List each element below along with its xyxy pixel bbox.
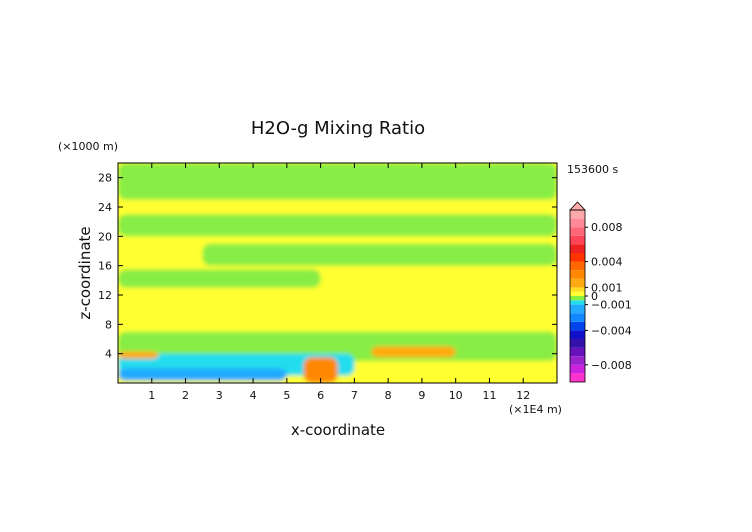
colorbar-swatch: [570, 235, 585, 245]
colorbar-swatch: [570, 253, 585, 262]
time-label: 153600 s: [567, 163, 618, 176]
y-tick-label: 4: [105, 348, 112, 361]
x-tick-label: 3: [216, 389, 223, 402]
x-tick-label: 5: [283, 389, 290, 402]
y-tick-label: 16: [98, 260, 112, 273]
colorbar-swatch: [570, 244, 585, 253]
y-axis: 4 8 12 16 20 24 28: [98, 172, 557, 361]
colorbar-swatch: [570, 313, 585, 322]
colorbar-swatch: [570, 300, 585, 305]
colorbar-tick-label: −0.008: [591, 359, 632, 372]
heatmap-region: [118, 163, 557, 200]
colorbar-tick-label: 0: [591, 290, 598, 303]
colorbar-swatch: [570, 287, 585, 292]
colorbar-swatch: [570, 210, 585, 219]
chart-title: H2O-g Mixing Ratio: [251, 118, 425, 139]
y-axis-label: z-coordinate: [76, 226, 94, 319]
x-tick-label: 11: [482, 389, 496, 402]
colorbar-swatch: [570, 330, 585, 339]
heatmap-region: [118, 368, 287, 381]
colorbar-swatch: [570, 356, 585, 365]
colorbar-swatch: [570, 304, 585, 314]
x-tick-label: 1: [148, 389, 155, 402]
colorbar-swatch: [570, 347, 585, 357]
x-unit-label: (×1E4 m): [509, 403, 562, 416]
colorbar-tick-label: −0.001: [591, 299, 632, 312]
heatmap-region: [371, 346, 456, 358]
x-tick-label: 9: [418, 389, 425, 402]
x-tick-label: 2: [182, 389, 189, 402]
x-tick-label: 7: [351, 389, 358, 402]
y-tick-label: 8: [105, 318, 112, 331]
heatmap-region: [118, 351, 159, 359]
heatmap-region: [118, 269, 321, 288]
x-axis-label: x-coordinate: [291, 421, 385, 439]
x-axis: 1 2 3 4 5 6 7 8 9 10 11 12: [148, 163, 530, 402]
x-tick-label: 12: [516, 389, 530, 402]
heatmap-field: [118, 163, 557, 383]
colorbar-tick-label: 0.004: [591, 256, 623, 269]
colorbar-swatch: [570, 373, 585, 382]
heatmap-region: [303, 357, 338, 383]
colorbar-swatch: [570, 364, 585, 374]
colorbar-swatch: [570, 278, 585, 288]
plot-frame: [117, 162, 558, 384]
colorbar-swatch: [570, 227, 585, 236]
colorbar-tick-label: −0.004: [591, 324, 632, 337]
y-tick-label: 20: [98, 230, 112, 243]
heatmap-region: [118, 214, 557, 237]
heatmap-region: [202, 243, 557, 266]
y-tick-label: 12: [98, 289, 112, 302]
y-tick-label: 24: [98, 201, 112, 214]
colorbar-swatch: [570, 321, 585, 331]
x-tick-label: 6: [317, 389, 324, 402]
y-unit-label: (×1000 m): [58, 140, 118, 153]
colorbar-swatch: [570, 261, 585, 271]
colorbar-swatch: [570, 291, 585, 296]
x-tick-label: 10: [449, 389, 463, 402]
colorbar-extend-arrow: [569, 201, 586, 211]
y-tick-label: 28: [98, 172, 112, 185]
colorbar-swatch: [570, 270, 585, 279]
colorbar-tick-label: 0.001: [591, 281, 623, 294]
x-tick-label: 4: [250, 389, 257, 402]
colorbar-swatch: [570, 339, 585, 348]
colorbar-swatch: [570, 218, 585, 228]
colorbar-swatch: [570, 296, 585, 301]
x-tick-label: 8: [385, 389, 392, 402]
colorbar-tick-label: 0.008: [591, 221, 623, 234]
